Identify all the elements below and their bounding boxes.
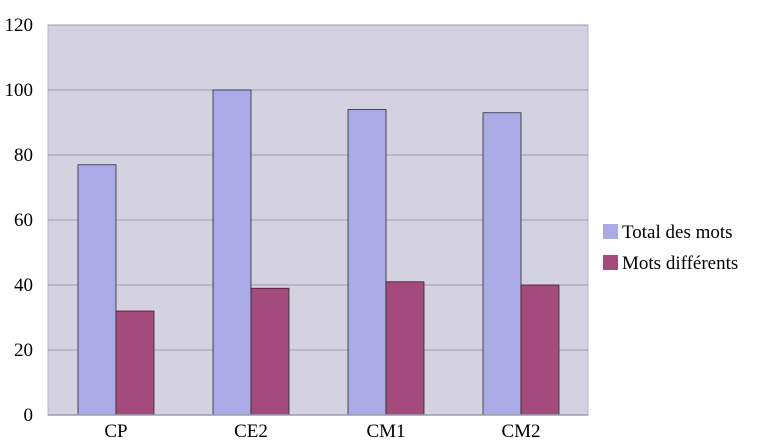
x-tick-labels: CP CE2 CM1 CM2	[104, 421, 540, 442]
y-tick-label: 120	[5, 15, 34, 36]
legend-label: Mots différents	[622, 253, 738, 274]
legend-swatch	[603, 224, 618, 239]
bar-ce2-series-1	[250, 287, 290, 416]
bar-cm1-series-0	[347, 109, 387, 416]
y-tick-label: 0	[24, 405, 34, 426]
bar-cm1-series-1	[385, 281, 425, 416]
bar-cm2-series-1	[520, 284, 560, 416]
y-tick-label: 60	[14, 210, 33, 231]
bar-ce2-series-0	[212, 89, 252, 416]
x-tick-label: CE2	[234, 421, 268, 442]
legend-label: Total des mots	[622, 222, 733, 243]
y-tick-labels: 0 20 40 60 80 100 120	[5, 15, 34, 426]
bar-cm2-series-0	[482, 112, 522, 416]
x-tick-label: CM2	[501, 421, 540, 442]
legend-swatch	[603, 255, 618, 270]
y-tick-label: 20	[14, 340, 33, 361]
legend: Total des mots Mots différents	[603, 222, 738, 274]
y-tick-label: 40	[14, 275, 33, 296]
y-tick-label: 100	[5, 80, 34, 101]
bar-cp-series-1	[115, 310, 155, 416]
y-tick-label: 80	[14, 145, 33, 166]
x-tick-label: CP	[104, 421, 127, 442]
bar-cp-series-0	[77, 164, 117, 416]
x-tick-label: CM1	[366, 421, 405, 442]
bars	[77, 89, 560, 416]
